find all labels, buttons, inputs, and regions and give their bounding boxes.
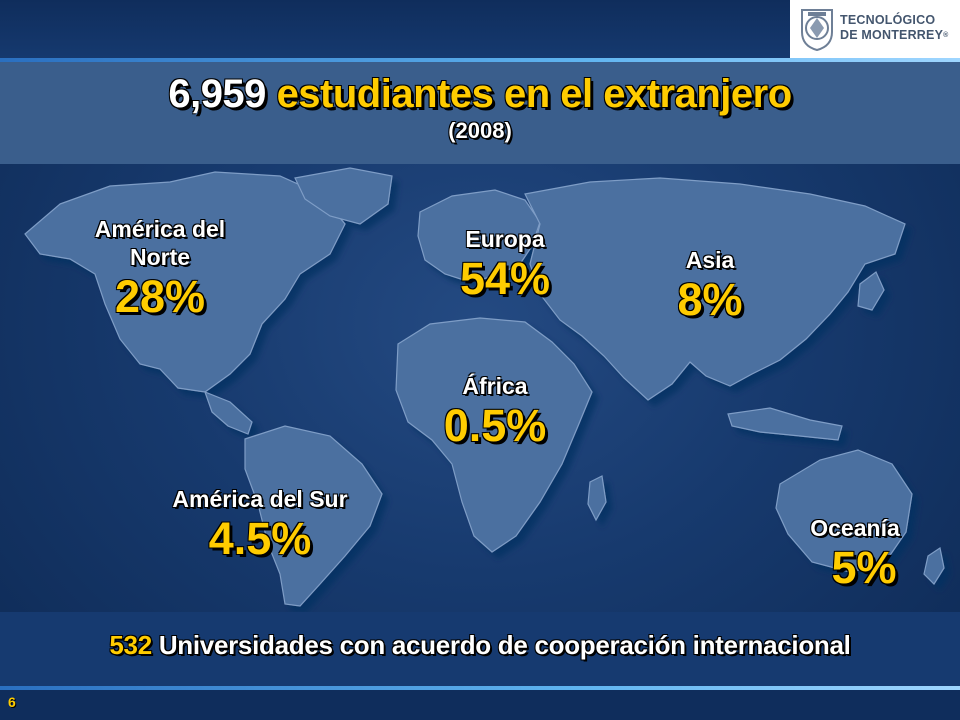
europe-shape: [417, 189, 541, 283]
region-name: América del: [94, 216, 226, 242]
footer-caption-text: Universidades con acuerdo de cooperación…: [158, 630, 851, 660]
region-percent: 54%: [459, 253, 551, 304]
greenland-shape: [294, 167, 393, 225]
university-emblem-icon: [801, 9, 833, 52]
university-count: 532: [109, 630, 152, 660]
bottom-band: [0, 690, 960, 720]
madagascar-shape: [587, 475, 607, 522]
region-name: América del Sur: [172, 486, 348, 512]
region-percent: 4.5%: [208, 513, 312, 564]
title-text: estudiantes en el extranjero: [276, 72, 793, 116]
footer-caption: 532 Universidades con acuerdo de coopera…: [0, 630, 960, 661]
world-map: [24, 167, 945, 607]
africa-shape: [395, 317, 593, 553]
footer-accent-line: [0, 686, 960, 690]
south-america-shape: [244, 425, 383, 607]
region-percent: 28%: [114, 271, 206, 322]
north-america-shape: [24, 171, 346, 393]
region-name: Europa: [465, 226, 545, 252]
title-bar: [0, 62, 960, 164]
registered-mark: ®: [943, 32, 949, 39]
logo: TECNOLÓGICO DE MONTERREY®: [790, 0, 960, 58]
logo-line-2: DE MONTERREY: [840, 28, 944, 42]
slide-title: 6,959 estudiantes en el extranjero: [0, 70, 960, 118]
indonesia-shape: [727, 407, 843, 441]
region-percent: 8%: [677, 274, 743, 325]
australia-shape: [775, 449, 913, 573]
footer-bar: [0, 612, 960, 686]
region-percent: 5%: [831, 542, 897, 593]
logo-text: TECNOLÓGICO DE MONTERREY®: [840, 13, 948, 43]
slide-subtitle-year: (2008): [448, 118, 512, 143]
region-south-america: América del Sur 4.5%: [110, 485, 410, 565]
asia-shape: [524, 177, 906, 401]
region-name: Oceanía: [810, 515, 900, 541]
new-zealand-shape: [923, 547, 945, 585]
region-name-line2: Norte: [129, 244, 191, 270]
region-percent: 0.5%: [443, 400, 547, 451]
region-name: África: [462, 373, 528, 399]
region-name: Asia: [685, 247, 735, 273]
region-africa: África 0.5%: [415, 372, 575, 452]
region-europe: Europa 54%: [420, 225, 590, 305]
student-count: 6,959: [168, 72, 266, 116]
header-accent-line: [0, 58, 960, 62]
region-oceania: Oceanía 5%: [780, 514, 930, 594]
region-north-america: América del Norte 28%: [40, 215, 280, 323]
region-asia: Asia 8%: [650, 246, 770, 326]
central-america-shape: [203, 390, 253, 435]
logo-line-1: TECNOLÓGICO: [840, 13, 936, 27]
slide-number: 6: [8, 694, 16, 710]
japan-shape: [857, 271, 885, 311]
